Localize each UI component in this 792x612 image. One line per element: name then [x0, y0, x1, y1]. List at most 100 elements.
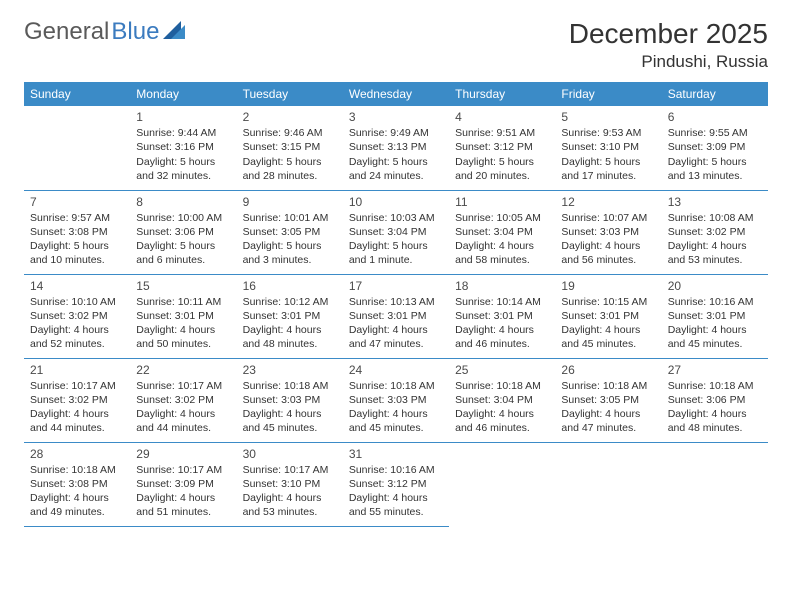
day-info-line: and 44 minutes. — [30, 421, 124, 435]
day-number: 2 — [243, 109, 337, 125]
day-cell: 21Sunrise: 10:17 AMSunset: 3:02 PMDaylig… — [24, 358, 130, 442]
logo-triangle-icon — [163, 21, 185, 44]
day-info-line: Sunrise: 9:57 AM — [30, 211, 124, 225]
day-number: 14 — [30, 278, 124, 294]
day-number: 7 — [30, 194, 124, 210]
day-header: Saturday — [662, 82, 768, 106]
day-info-line: Sunrise: 10:00 AM — [136, 211, 230, 225]
day-number: 24 — [349, 362, 443, 378]
day-number: 8 — [136, 194, 230, 210]
day-cell: 5Sunrise: 9:53 AMSunset: 3:10 PMDaylight… — [555, 106, 661, 190]
day-info-line: and 58 minutes. — [455, 253, 549, 267]
day-info-line: Daylight: 4 hours — [455, 407, 549, 421]
day-info-line: Sunset: 3:02 PM — [30, 393, 124, 407]
day-info-line: Sunrise: 10:05 AM — [455, 211, 549, 225]
day-info-line: Sunset: 3:05 PM — [243, 225, 337, 239]
day-info-line: Sunset: 3:03 PM — [561, 225, 655, 239]
day-info-line: and 48 minutes. — [668, 421, 762, 435]
day-info-line: Sunrise: 10:14 AM — [455, 295, 549, 309]
day-info-line: and 53 minutes. — [668, 253, 762, 267]
day-info-line: Sunset: 3:03 PM — [243, 393, 337, 407]
day-number: 21 — [30, 362, 124, 378]
day-info-line: and 3 minutes. — [243, 253, 337, 267]
day-info-line: Daylight: 4 hours — [561, 323, 655, 337]
day-info-line: Daylight: 4 hours — [668, 407, 762, 421]
day-info-line: and 56 minutes. — [561, 253, 655, 267]
day-cell: 10Sunrise: 10:03 AMSunset: 3:04 PMDaylig… — [343, 190, 449, 274]
day-info-line: Daylight: 5 hours — [30, 239, 124, 253]
day-info-line: Sunrise: 10:18 AM — [668, 379, 762, 393]
day-info-line: and 50 minutes. — [136, 337, 230, 351]
day-info-line: Sunrise: 10:08 AM — [668, 211, 762, 225]
day-info-line: Sunset: 3:08 PM — [30, 225, 124, 239]
header: GeneralBlue December 2025 Pindushi, Russ… — [24, 18, 768, 72]
day-cell: 14Sunrise: 10:10 AMSunset: 3:02 PMDaylig… — [24, 274, 130, 358]
day-info-line: Daylight: 4 hours — [561, 239, 655, 253]
day-info-line: Sunset: 3:05 PM — [561, 393, 655, 407]
day-number: 23 — [243, 362, 337, 378]
day-cell: 26Sunrise: 10:18 AMSunset: 3:05 PMDaylig… — [555, 358, 661, 442]
logo-text-blue: Blue — [111, 18, 159, 46]
day-info-line: and 13 minutes. — [668, 169, 762, 183]
logo: GeneralBlue — [24, 18, 185, 46]
day-info-line: Daylight: 4 hours — [455, 323, 549, 337]
day-cell: 22Sunrise: 10:17 AMSunset: 3:02 PMDaylig… — [130, 358, 236, 442]
day-number: 20 — [668, 278, 762, 294]
day-cell: 19Sunrise: 10:15 AMSunset: 3:01 PMDaylig… — [555, 274, 661, 358]
day-number: 12 — [561, 194, 655, 210]
day-number: 13 — [668, 194, 762, 210]
day-cell: 30Sunrise: 10:17 AMSunset: 3:10 PMDaylig… — [237, 442, 343, 526]
day-info-line: Daylight: 4 hours — [30, 323, 124, 337]
day-info-line: Sunset: 3:12 PM — [349, 477, 443, 491]
day-info-line: and 45 minutes. — [668, 337, 762, 351]
day-info-line: Sunrise: 10:18 AM — [243, 379, 337, 393]
day-info-line: Sunrise: 10:16 AM — [349, 463, 443, 477]
day-info-line: and 28 minutes. — [243, 169, 337, 183]
day-info-line: Sunrise: 10:01 AM — [243, 211, 337, 225]
day-info-line: Daylight: 4 hours — [455, 239, 549, 253]
day-number: 5 — [561, 109, 655, 125]
month-title: December 2025 — [569, 18, 768, 50]
day-info-line: Sunrise: 9:44 AM — [136, 126, 230, 140]
calendar-row: 7Sunrise: 9:57 AMSunset: 3:08 PMDaylight… — [24, 190, 768, 274]
day-info-line: and 45 minutes. — [349, 421, 443, 435]
day-number: 22 — [136, 362, 230, 378]
day-info-line: Sunrise: 9:53 AM — [561, 126, 655, 140]
day-info-line: Sunset: 3:02 PM — [136, 393, 230, 407]
calendar-row: 14Sunrise: 10:10 AMSunset: 3:02 PMDaylig… — [24, 274, 768, 358]
day-info-line: Daylight: 5 hours — [561, 155, 655, 169]
day-number: 1 — [136, 109, 230, 125]
day-number: 28 — [30, 446, 124, 462]
day-info-line: Sunset: 3:08 PM — [30, 477, 124, 491]
day-info-line: Sunset: 3:02 PM — [30, 309, 124, 323]
day-cell: 3Sunrise: 9:49 AMSunset: 3:13 PMDaylight… — [343, 106, 449, 190]
day-header: Monday — [130, 82, 236, 106]
day-number: 15 — [136, 278, 230, 294]
day-info-line: Daylight: 5 hours — [243, 155, 337, 169]
day-info-line: and 52 minutes. — [30, 337, 124, 351]
day-info-line: and 55 minutes. — [349, 505, 443, 519]
day-cell: 7Sunrise: 9:57 AMSunset: 3:08 PMDaylight… — [24, 190, 130, 274]
day-info-line: and 47 minutes. — [349, 337, 443, 351]
day-info-line: Sunset: 3:10 PM — [243, 477, 337, 491]
location: Pindushi, Russia — [569, 52, 768, 72]
day-info-line: Daylight: 4 hours — [243, 323, 337, 337]
day-header-row: Sunday Monday Tuesday Wednesday Thursday… — [24, 82, 768, 106]
day-info-line: Sunrise: 10:18 AM — [30, 463, 124, 477]
day-header: Thursday — [449, 82, 555, 106]
day-number: 10 — [349, 194, 443, 210]
day-info-line: and 17 minutes. — [561, 169, 655, 183]
empty-cell — [662, 442, 768, 526]
day-number: 27 — [668, 362, 762, 378]
day-cell: 16Sunrise: 10:12 AMSunset: 3:01 PMDaylig… — [237, 274, 343, 358]
day-info-line: Daylight: 4 hours — [136, 407, 230, 421]
day-info-line: Sunset: 3:04 PM — [349, 225, 443, 239]
day-number: 4 — [455, 109, 549, 125]
day-number: 11 — [455, 194, 549, 210]
day-info-line: Sunrise: 10:15 AM — [561, 295, 655, 309]
day-info-line: and 46 minutes. — [455, 421, 549, 435]
day-info-line: and 10 minutes. — [30, 253, 124, 267]
day-info-line: Daylight: 4 hours — [668, 323, 762, 337]
day-info-line: Sunset: 3:04 PM — [455, 393, 549, 407]
day-info-line: Daylight: 4 hours — [349, 323, 443, 337]
